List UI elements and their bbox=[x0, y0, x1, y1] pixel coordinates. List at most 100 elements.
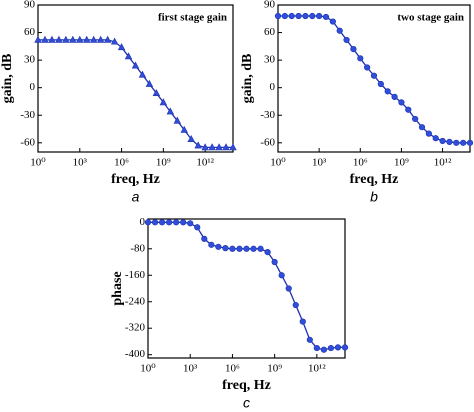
y-tick-label: 30 bbox=[24, 54, 36, 66]
y-tick-label: -400 bbox=[125, 348, 146, 360]
caption: b bbox=[370, 189, 378, 205]
data-point bbox=[257, 245, 264, 252]
data-point bbox=[124, 52, 133, 60]
x-tick-label: 10³ bbox=[73, 157, 88, 169]
data-point bbox=[215, 243, 222, 250]
data-point bbox=[343, 36, 350, 44]
data-point bbox=[288, 12, 295, 20]
y-tick-label: 60 bbox=[264, 26, 276, 38]
x-tick-label: 10¹² bbox=[434, 157, 452, 169]
data-point bbox=[460, 139, 467, 146]
data-point bbox=[432, 135, 439, 142]
data-point bbox=[76, 35, 84, 43]
data-point bbox=[194, 224, 201, 231]
data-point bbox=[285, 285, 292, 292]
data-point bbox=[180, 219, 187, 226]
data-point bbox=[316, 12, 323, 20]
x-tick-label: 10⁰ bbox=[140, 363, 156, 375]
data-point bbox=[144, 219, 152, 226]
x-tick-label: 10⁰ bbox=[270, 157, 286, 169]
data-point bbox=[222, 245, 229, 252]
data-point bbox=[187, 134, 195, 142]
data-point bbox=[187, 220, 194, 227]
x-axis-label: freq, Hz bbox=[222, 378, 271, 393]
data-point bbox=[341, 344, 349, 351]
data-point bbox=[96, 35, 105, 43]
data-point bbox=[425, 130, 432, 137]
data-point bbox=[173, 116, 181, 124]
data-point bbox=[264, 248, 271, 256]
y-tick-label: -320 bbox=[125, 322, 146, 334]
x-tick-label: 10³ bbox=[183, 363, 198, 375]
data-point bbox=[391, 93, 398, 100]
data-point bbox=[302, 12, 309, 20]
data-point bbox=[446, 138, 453, 145]
data-point bbox=[299, 318, 306, 325]
data-point bbox=[208, 143, 216, 151]
data-point bbox=[41, 35, 49, 43]
data-point bbox=[292, 301, 299, 309]
data-point bbox=[215, 143, 223, 151]
plot-frame bbox=[277, 4, 471, 153]
data-point bbox=[201, 143, 209, 151]
data-point bbox=[243, 245, 250, 252]
y-tick-label: -30 bbox=[260, 109, 275, 121]
y-tick-label: 30 bbox=[264, 54, 276, 66]
plot-frame bbox=[37, 4, 234, 153]
data-point bbox=[281, 12, 288, 20]
data-point bbox=[274, 12, 282, 20]
x-tick-label: 10⁰ bbox=[30, 157, 46, 169]
y-tick-label: -80 bbox=[130, 242, 145, 254]
x-tick-label: 10⁶ bbox=[114, 157, 129, 169]
y-tick-label: 60 bbox=[24, 26, 36, 38]
y-tick-label: 0 bbox=[140, 216, 146, 228]
data-point bbox=[194, 141, 202, 149]
data-point bbox=[309, 12, 316, 20]
data-point bbox=[306, 336, 313, 343]
data-point bbox=[453, 139, 460, 146]
data-point bbox=[336, 27, 343, 34]
data-point bbox=[405, 106, 412, 113]
y-axis-label: gain, dB bbox=[0, 54, 15, 104]
data-point bbox=[208, 241, 215, 248]
data-line bbox=[278, 15, 470, 144]
data-point bbox=[48, 35, 56, 43]
y-tick-label: 0 bbox=[270, 81, 276, 93]
data-point bbox=[229, 245, 236, 252]
data-point bbox=[138, 70, 147, 78]
chart-title: two stage gain bbox=[397, 12, 464, 24]
data-point bbox=[166, 219, 173, 226]
data-point bbox=[152, 89, 161, 96]
data-point bbox=[166, 107, 175, 115]
data-point bbox=[278, 272, 285, 279]
x-tick-label: 10¹² bbox=[196, 157, 214, 169]
x-tick-label: 10¹² bbox=[308, 363, 326, 375]
x-tick-label: 10⁶ bbox=[225, 363, 240, 375]
y-tick-label: -60 bbox=[260, 136, 275, 148]
data-point bbox=[151, 219, 159, 226]
data-point bbox=[377, 80, 384, 88]
data-point bbox=[322, 13, 330, 21]
caption: a bbox=[132, 189, 140, 205]
data-point bbox=[236, 245, 243, 252]
y-tick-label: -30 bbox=[20, 109, 35, 121]
data-point bbox=[62, 35, 70, 43]
y-tick-label: -60 bbox=[20, 136, 35, 148]
data-line bbox=[148, 221, 345, 351]
data-point bbox=[398, 99, 405, 106]
x-tick-label: 10⁶ bbox=[353, 157, 368, 169]
data-point bbox=[159, 98, 168, 106]
data-point bbox=[271, 258, 278, 266]
data-point bbox=[69, 35, 77, 43]
x-tick-label: 10⁹ bbox=[156, 157, 171, 169]
data-point bbox=[201, 235, 208, 242]
data-point bbox=[295, 12, 302, 20]
data-point bbox=[250, 245, 257, 252]
data-point bbox=[229, 143, 237, 151]
data-point bbox=[364, 64, 371, 71]
data-point bbox=[34, 35, 42, 43]
data-point bbox=[145, 79, 154, 87]
data-point bbox=[103, 35, 112, 43]
data-point bbox=[350, 45, 357, 53]
